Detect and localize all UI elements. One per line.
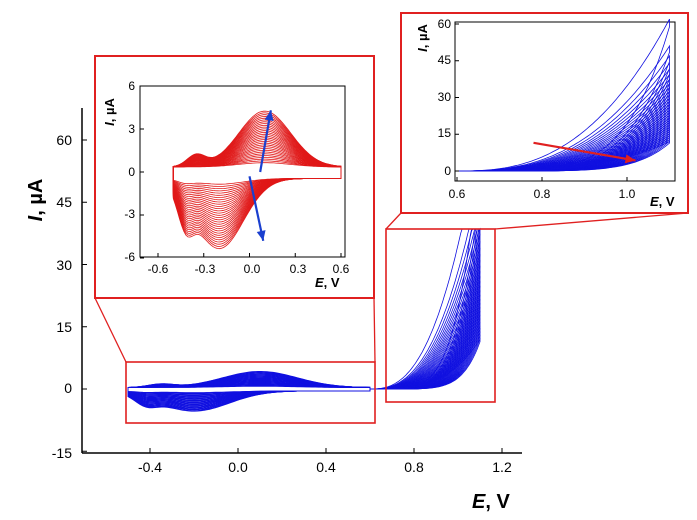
inset-left-ytick-label: 3 (128, 122, 135, 136)
inset-right-plot-frame (454, 21, 676, 182)
inset-left-trend-arrow (259, 110, 272, 173)
inset-left-xtick-label: -0.3 (195, 262, 216, 276)
inset-right-xtick-label: 0.6 (449, 187, 466, 201)
main-ytick-label: 60 (56, 132, 72, 148)
inset-left-cycle (172, 110, 342, 250)
inset-right: 0.6 0.8 1.0 0 15 30 45 60 E, V I, µA (400, 12, 689, 214)
inset-left-xtick-label: 0.3 (290, 262, 307, 276)
inset-left-trend-arrow (248, 176, 265, 242)
zoom-box-high-potential (385, 228, 496, 403)
inset-right-trend-arrow-head (624, 154, 636, 164)
inset-right-x-axis-label: E, V (650, 194, 675, 209)
main-plot: -0.4 0.0 0.4 0.8 1.2 -15 0 15 30 45 60 E… (25, 108, 522, 513)
inset-left-xtick-label: 0.6 (333, 262, 350, 276)
inset-left-y-axis-label: I, µA (102, 98, 117, 126)
inset-left-xtick-label: 0.0 (244, 262, 261, 276)
inset-right-cv-curves (457, 18, 670, 172)
inset-right-trend-arrow (533, 141, 636, 162)
zoom-connector (373, 297, 376, 363)
inset-right-ytick-label: 15 (438, 126, 452, 140)
inset-right-xtick-label: 0.8 (534, 187, 551, 201)
main-y-axis-label: I, µA (25, 179, 47, 222)
inset-left-ytick-label: 0 (128, 165, 135, 179)
inset-left-ytick-label: -6 (124, 250, 135, 264)
main-ytick-label: 45 (56, 194, 72, 210)
inset-left-ticks (140, 85, 342, 259)
inset-left-cv-curves (172, 110, 342, 250)
inset-left-trend-arrow-head (256, 230, 266, 241)
zoom-indicators (94, 212, 689, 424)
inset-right-y-axis-label: I, µA (415, 24, 430, 52)
inset-left-ytick-label: -3 (124, 207, 135, 221)
main-xtick-label: 0.0 (228, 459, 248, 475)
main-xtick-label: 1.2 (492, 459, 512, 475)
inset-right-xtick-label: 1.0 (619, 187, 636, 201)
inset-right-ytick-label: 45 (438, 53, 452, 67)
main-xtick-label: 0.8 (404, 459, 424, 475)
main-x-axis-label: E, V (472, 491, 510, 513)
inset-left-xtick-label: -0.6 (148, 262, 169, 276)
main-ytick-label: 0 (64, 380, 72, 396)
main-xtick-label: 0.4 (316, 459, 336, 475)
zoom-box-low-potential (125, 361, 376, 424)
main-cycle-high (370, 337, 481, 390)
inset-right-ticks (455, 23, 628, 181)
inset-right-ytick-label: 60 (438, 17, 452, 31)
main-cv-curves (127, 227, 481, 412)
inset-right-ytick-label: 30 (438, 90, 452, 104)
main-xtick-label: -0.4 (138, 459, 162, 475)
inset-right-ytick-label: 0 (444, 164, 451, 178)
inset-left-ytick-label: 6 (128, 79, 135, 93)
zoom-connector (494, 212, 689, 230)
zoom-connector (94, 297, 127, 363)
inset-left: -0.6 -0.3 0.0 0.3 0.6 -6 -3 0 3 6 E, V I… (94, 55, 375, 299)
inset-left-x-axis-label: E, V (315, 275, 340, 290)
main-ytick-label: 30 (56, 257, 72, 273)
main-cycle-low (127, 371, 371, 412)
zoom-connector (385, 212, 402, 230)
inset-right-cycle (457, 140, 670, 172)
main-ytick-label: -15 (52, 445, 72, 461)
main-ytick-label: 15 (56, 319, 72, 335)
inset-left-trend-arrow-head (264, 110, 274, 121)
main-ticks (82, 139, 503, 453)
